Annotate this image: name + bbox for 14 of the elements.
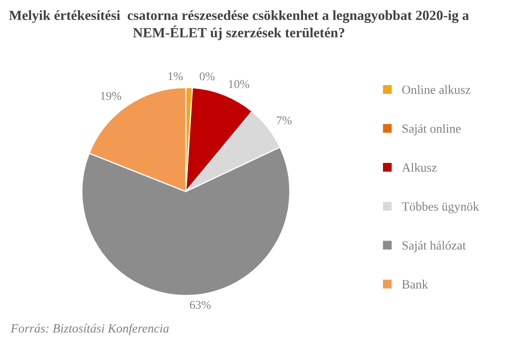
chart-title: Melyik értékesítési csatorna részesedése csökkenhet a legnagyobbat 2020-ig a NEM-ÉLET új szerzések területén? (9, 10, 469, 40)
legend-label: Alkusz (402, 162, 437, 172)
data-label: 7% (276, 116, 292, 124)
legend-label: Online alkusz (402, 85, 470, 94)
data-label: 1% (168, 72, 183, 80)
legend-label: Saját hálózat (402, 240, 466, 252)
data-label: 63% (190, 300, 211, 309)
data-label: 19% (100, 92, 122, 100)
data-label: 10% (228, 80, 250, 88)
legend-label: Bank (402, 280, 428, 289)
text: 0% (200, 72, 215, 80)
legend-label: Saját online (402, 124, 461, 136)
legend-label: Többes ügynök (402, 202, 480, 214)
text: Forrás: Biztosítási Konferencia (10, 324, 169, 336)
